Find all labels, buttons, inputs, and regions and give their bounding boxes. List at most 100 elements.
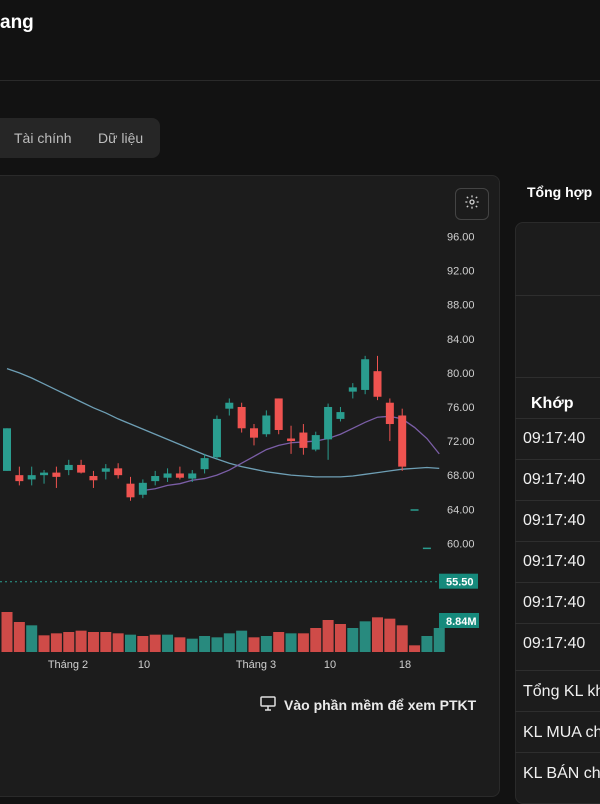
candle bbox=[188, 473, 197, 479]
volume-bar bbox=[199, 636, 211, 652]
last-price-badge bbox=[439, 573, 478, 589]
total-volume-label: Tổng KL kh bbox=[523, 683, 600, 700]
candle bbox=[3, 428, 11, 471]
volume-bar bbox=[211, 637, 223, 652]
ma-long-line bbox=[6, 368, 440, 478]
sell-volume-label: KL BÁN ch bbox=[523, 765, 600, 782]
ptkt-link-label: Vào phần mềm để xem PTKT bbox=[284, 697, 477, 713]
candle bbox=[385, 402, 394, 425]
page-title: ang bbox=[0, 12, 34, 33]
candle bbox=[225, 402, 234, 409]
chart-settings-button[interactable] bbox=[455, 188, 489, 220]
volume-bar bbox=[409, 645, 421, 652]
volume-bar bbox=[125, 634, 136, 652]
volume-bar bbox=[396, 625, 408, 652]
last-price-label: 55.50 bbox=[446, 577, 474, 589]
candle bbox=[101, 468, 110, 472]
candle bbox=[64, 464, 73, 471]
volume-bar bbox=[87, 632, 99, 652]
y-tick-label: 72.00 bbox=[447, 436, 475, 448]
side-panel bbox=[515, 222, 600, 804]
volume-bar bbox=[137, 636, 149, 652]
candle bbox=[262, 415, 271, 435]
trade-time: 09:17:40 bbox=[523, 430, 586, 447]
volume-bar bbox=[322, 620, 334, 652]
candle bbox=[151, 476, 160, 482]
y-tick-label: 80.00 bbox=[447, 368, 475, 380]
candle bbox=[163, 473, 172, 478]
tab-summary[interactable]: Tổng hợp bbox=[527, 184, 593, 200]
volume-bar bbox=[359, 621, 371, 652]
row-divider bbox=[515, 582, 600, 583]
volume-bar bbox=[26, 625, 38, 652]
trade-time: 09:17:40 bbox=[523, 553, 586, 570]
volume-bar bbox=[13, 622, 25, 652]
y-tick-label: 68.00 bbox=[447, 470, 475, 482]
candle bbox=[89, 476, 98, 481]
buy-volume-label: KL MUA ch bbox=[523, 724, 600, 741]
volume-bar bbox=[186, 638, 198, 652]
gear-icon bbox=[464, 194, 480, 215]
volume-bar bbox=[433, 628, 445, 652]
tab-finance[interactable]: Tài chính bbox=[14, 130, 72, 146]
row-divider bbox=[515, 418, 600, 419]
row-divider bbox=[515, 670, 600, 671]
candle bbox=[212, 418, 221, 458]
row-divider bbox=[515, 623, 600, 624]
volume-bar bbox=[347, 628, 359, 652]
candle bbox=[40, 472, 49, 476]
row-divider bbox=[515, 295, 600, 296]
volume-bar bbox=[372, 617, 383, 652]
candle bbox=[422, 547, 431, 550]
volume-bar bbox=[174, 637, 186, 652]
candle bbox=[200, 458, 209, 470]
trade-time: 09:17:40 bbox=[523, 594, 586, 611]
candle bbox=[373, 371, 382, 397]
y-tick-label: 92.00 bbox=[447, 266, 475, 278]
volume-bar bbox=[38, 635, 50, 652]
volume-bar bbox=[162, 634, 174, 652]
x-tick-label: Tháng 3 bbox=[236, 659, 276, 671]
candle bbox=[361, 359, 370, 390]
candle bbox=[138, 482, 147, 495]
x-tick-label: 10 bbox=[138, 659, 150, 671]
ptkt-link[interactable]: Vào phần mềm để xem PTKT bbox=[260, 696, 476, 714]
volume-bar bbox=[100, 632, 112, 652]
candle bbox=[52, 472, 61, 477]
volume-bar bbox=[310, 628, 322, 652]
row-divider bbox=[515, 459, 600, 460]
y-tick-label: 88.00 bbox=[447, 300, 475, 312]
x-tick-label: 10 bbox=[324, 659, 336, 671]
y-tick-label: 96.00 bbox=[447, 232, 475, 244]
candle bbox=[299, 432, 308, 448]
volume-bar bbox=[236, 630, 248, 652]
y-tick-label: 76.00 bbox=[447, 402, 475, 414]
candle bbox=[250, 428, 258, 438]
row-divider bbox=[515, 500, 600, 501]
tab-data[interactable]: Dữ liệu bbox=[98, 130, 144, 146]
volume-bar bbox=[334, 624, 346, 652]
volume-bar bbox=[384, 618, 396, 652]
volume-bar bbox=[260, 636, 272, 652]
trade-time: 09:17:40 bbox=[523, 512, 586, 529]
volume-label: 8.84M bbox=[446, 616, 477, 628]
y-tick-label: 84.00 bbox=[447, 334, 475, 346]
x-tick-label: Tháng 2 bbox=[48, 659, 88, 671]
candle bbox=[27, 475, 36, 480]
candle bbox=[237, 406, 246, 429]
y-tick-label: 60.00 bbox=[447, 538, 475, 550]
candle bbox=[114, 468, 123, 476]
candle bbox=[410, 509, 419, 511]
volume-badge bbox=[439, 613, 479, 628]
candle bbox=[348, 387, 357, 392]
row-divider bbox=[515, 711, 600, 712]
header-divider bbox=[0, 80, 600, 81]
volume-bar bbox=[63, 632, 75, 652]
chart-panel bbox=[0, 175, 500, 797]
candlestick-chart[interactable]: 96.00 92.00 88.00 84.00 80.00 76.00 72.00 68.00… bbox=[0, 215, 498, 675]
candle bbox=[311, 435, 320, 450]
volume-bar bbox=[273, 632, 285, 652]
row-divider bbox=[515, 541, 600, 542]
volume-bar bbox=[112, 633, 124, 652]
candle bbox=[175, 473, 184, 478]
